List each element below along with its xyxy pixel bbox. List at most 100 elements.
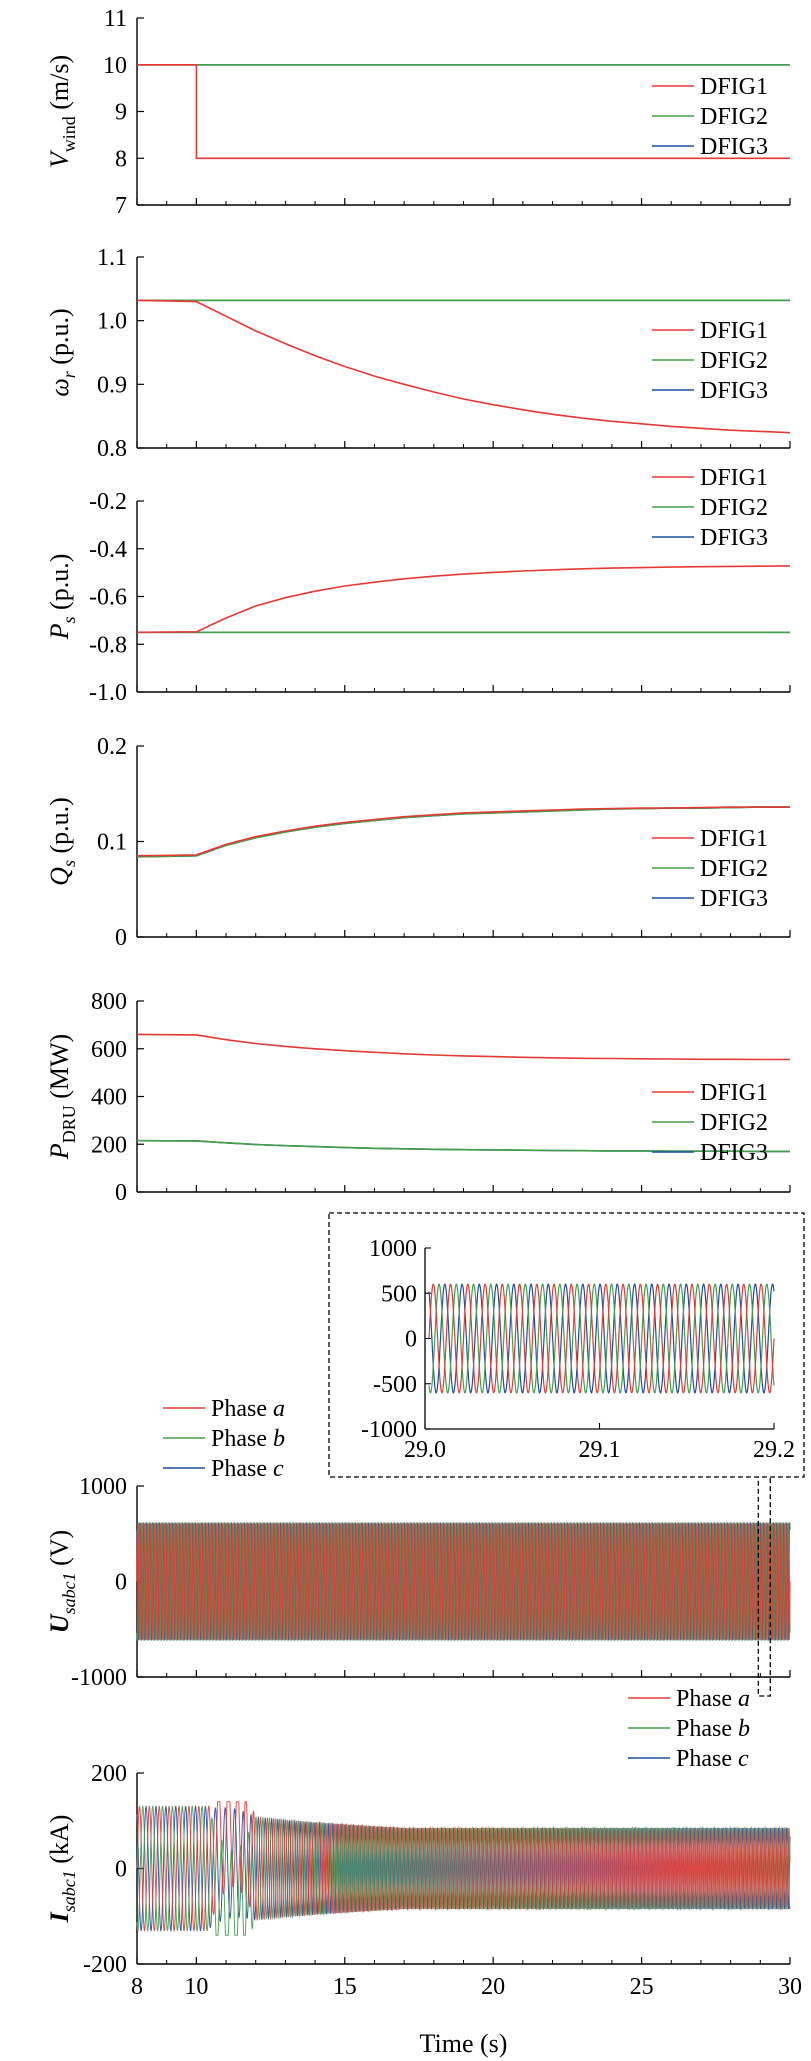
zoom-marker — [757, 1465, 771, 1697]
pdru-y-tick-label: 200 — [91, 1132, 127, 1158]
isabc-y-label: Isabc1 (kA) — [45, 1815, 79, 1924]
pdru-y-label: PDRU (MW) — [45, 1034, 79, 1160]
usabc-y-label-sub: sabc1 — [59, 1572, 79, 1614]
ps-legend-label: DFIG3 — [700, 525, 768, 551]
qs-legend-label: DFIG2 — [700, 856, 768, 882]
usabc-legend-label: Phase b — [211, 1426, 285, 1452]
usabc-wave-phase-c — [136, 1522, 791, 1641]
isabc-x-tick-label: 30 — [778, 1974, 802, 2000]
pdru-line-dfig1 — [136, 1033, 790, 1061]
usabc-legend-phase: c — [273, 1456, 284, 1482]
usabc-legend-phase: b — [273, 1426, 285, 1452]
isabc-x-tick-label: 10 — [184, 1974, 208, 2000]
qs-y-label-symbol: Q — [45, 867, 74, 886]
isabc-y-label-sub: sabc1 — [59, 1870, 79, 1912]
zoom-x-tick-label: 29.2 — [753, 1437, 795, 1463]
isabc-legend-label: Phase c — [676, 1746, 749, 1772]
isabc-legend-phase: a — [738, 1686, 750, 1712]
usabc-y-tick-label: -1000 — [71, 1665, 127, 1691]
zoom-y-tick-label: -1000 — [361, 1417, 417, 1443]
isabc-y-label-unit: (kA) — [45, 1815, 74, 1871]
wr-y-tick-label: 0.9 — [97, 372, 127, 398]
ps-y-label-symbol: P — [45, 623, 74, 640]
isabc-y-tick-label: -200 — [83, 1952, 127, 1978]
isabc-x-tick-label: 8 — [131, 1974, 143, 2000]
pdru-line-dfig2 — [136, 1139, 790, 1153]
usabc-legend-prefix: Phase — [211, 1396, 273, 1422]
isabc-x-tick-label: 20 — [481, 1974, 505, 2000]
zoom-y-tick-label: 0 — [405, 1327, 417, 1353]
ps-y-tick-label: -1.0 — [89, 680, 127, 706]
usabc-legend-prefix: Phase — [211, 1456, 273, 1482]
wr-legend-label: DFIG1 — [700, 318, 768, 344]
usabc-legend-label: Phase a — [211, 1396, 285, 1422]
usabc-wave-phase-b — [136, 1522, 791, 1641]
vwind-legend-label: DFIG2 — [700, 104, 768, 130]
zoom-x-tick-label: 29.1 — [579, 1437, 621, 1463]
pdru-y-label-unit: (MW) — [45, 1034, 74, 1105]
usabc-y-label-unit: (V) — [45, 1530, 74, 1573]
qs-line-dfig1 — [136, 806, 790, 857]
x-axis-label: Time (s) — [420, 2029, 508, 2058]
ps-legend-label: DFIG2 — [700, 495, 768, 521]
wr-y-label: ωr (p.u.) — [45, 308, 79, 396]
isabc-x-tick-label: 15 — [333, 1974, 357, 2000]
pdru-y-label-symbol: P — [45, 1143, 74, 1160]
qs-y-tick-label: 0 — [115, 925, 127, 951]
pdru-y-tick-label: 0 — [115, 1180, 127, 1206]
isabc-legend-phase: b — [738, 1716, 750, 1742]
vwind-y-tick-label: 11 — [104, 6, 127, 32]
vwind-y-label-symbol: V — [45, 149, 74, 168]
panel-vwind: 7 8 9 10 11 Vwind (m/s) DFIG1 DFIG2 DFIG3 — [45, 6, 791, 219]
qs-y-label-unit: (p.u.) — [45, 797, 74, 860]
ps-y-tick-label: -0.8 — [89, 632, 127, 658]
vwind-y-tick-label: 7 — [115, 193, 127, 219]
isabc-legend-label: Phase a — [676, 1686, 750, 1712]
isabc-y-tick-label: 0 — [115, 1857, 127, 1883]
zoom-wave-phase-c — [428, 1283, 775, 1394]
panel-isabc: -200 0 200 Isabc1 (kA) 8 10 15 20 25 30 Time (s) Ph… — [45, 1686, 802, 2058]
pdru-legend-label: DFIG3 — [700, 1140, 768, 1166]
isabc-legend-prefix: Phase — [676, 1746, 738, 1772]
zoom-wave-phase-a — [428, 1283, 775, 1394]
pdru-y-tick-label: 400 — [91, 1085, 127, 1111]
vwind-y-label: Vwind (m/s) — [45, 55, 79, 168]
qs-legend-label: DFIG3 — [700, 886, 768, 912]
vwind-legend-label: DFIG1 — [700, 74, 768, 100]
usabc-legend-phase: a — [273, 1396, 285, 1422]
ps-y-tick-label: -0.2 — [89, 489, 127, 515]
qs-line-dfig2 — [136, 806, 790, 858]
panel-wr: 0.8 0.9 1.0 1.1 ωr (p.u.) DFIG1 DFIG2 DFIG3 — [45, 245, 791, 462]
vwind-y-label-unit: (m/s) — [45, 55, 74, 116]
isabc-x-tick-label: 25 — [630, 1974, 654, 2000]
vwind-legend-label: DFIG3 — [700, 134, 768, 160]
isabc-wave-phase-a — [136, 1801, 791, 1932]
isabc-y-label-symbol: I — [45, 1911, 74, 1923]
zoom-y-tick-label: -500 — [373, 1372, 417, 1398]
vwind-y-label-sub: wind — [59, 116, 79, 152]
ps-y-label-sub: s — [59, 616, 79, 623]
usabc-legend-prefix: Phase — [211, 1426, 273, 1452]
pdru-legend-label: DFIG1 — [700, 1080, 768, 1106]
usabc-legend-label: Phase c — [211, 1456, 284, 1482]
wr-y-label-symbol: ω — [45, 378, 74, 396]
qs-y-tick-label: 0.2 — [97, 734, 127, 760]
vwind-y-tick-label: 9 — [115, 100, 127, 126]
vwind-y-tick-label: 10 — [103, 53, 127, 79]
isabc-legend-prefix: Phase — [676, 1716, 738, 1742]
wr-y-label-sub: r — [59, 370, 79, 378]
isabc-y-tick-label: 200 — [91, 1761, 127, 1787]
isabc-legend-prefix: Phase — [676, 1686, 738, 1712]
zoom-y-tick-label: 500 — [381, 1281, 417, 1307]
pdru-y-tick-label: 600 — [91, 1037, 127, 1063]
wr-legend-label: DFIG2 — [700, 348, 768, 374]
panel-qs: 0 0.1 0.2 Qs (p.u.) DFIG1 DFIG2 DFIG3 — [45, 734, 791, 951]
vwind-line-dfig1 — [137, 64, 790, 160]
qs-y-label: Qs (p.u.) — [45, 797, 79, 886]
qs-y-label-sub: s — [59, 860, 79, 867]
ps-line-dfig1 — [136, 565, 791, 634]
ps-y-tick-label: -0.4 — [89, 537, 127, 563]
zoom-y-tick-label: 1000 — [369, 1236, 417, 1262]
wr-legend-label: DFIG3 — [700, 378, 768, 404]
